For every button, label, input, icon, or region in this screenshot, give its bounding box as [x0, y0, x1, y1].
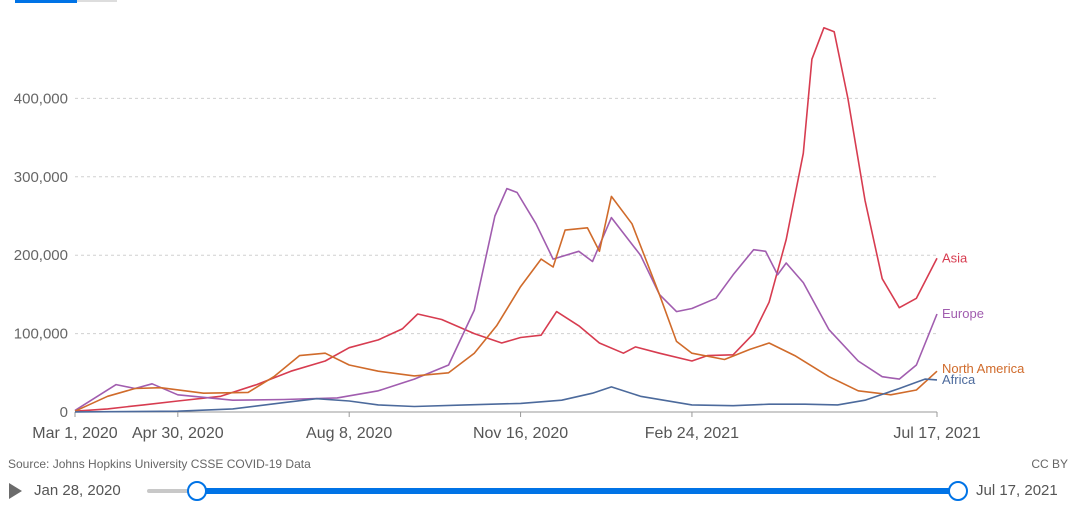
timeline-end-date: Jul 17, 2021 — [976, 482, 1058, 499]
tab-indicator[interactable] — [15, 0, 77, 3]
gridlines — [75, 97, 937, 413]
x-tick-label: Nov 16, 2020 — [473, 425, 568, 442]
license-link[interactable]: CC BY — [1031, 457, 1068, 471]
series-label-north-america: North America — [942, 361, 1025, 376]
play-icon[interactable] — [9, 483, 22, 499]
series-label-africa: Africa — [942, 372, 976, 387]
source-note: Source: Johns Hopkins University CSSE CO… — [8, 457, 311, 471]
series-label-asia: Asia — [942, 250, 968, 265]
tab-indicator-secondary[interactable] — [77, 0, 117, 2]
series-line-north-america — [74, 195, 938, 412]
x-tick-label: Mar 1, 2020 — [32, 425, 117, 442]
series-line-europe — [74, 187, 938, 412]
x-axis-ticks: Mar 1, 2020 Apr 30, 2020 Aug 8, 2020 Nov 16… — [32, 412, 981, 442]
y-tick-label: 100,000 — [14, 326, 68, 343]
x-tick-label: Apr 30, 2020 — [132, 425, 224, 442]
series-label-europe: Europe — [942, 306, 984, 321]
slider-end-handle[interactable] — [948, 481, 968, 501]
x-tick-label: Feb 24, 2021 — [645, 425, 739, 442]
y-tick-label: 400,000 — [14, 90, 68, 107]
line-chart: 0 100,000 200,000 300,000 400,000 Mar 1, 202… — [14, 26, 1025, 442]
x-tick-label: Aug 8, 2020 — [306, 425, 392, 442]
timeline-slider: Jan 28, 2020 Jul 17, 2021 — [0, 478, 1080, 508]
series-line-asia — [74, 26, 938, 412]
y-tick-label: 300,000 — [14, 169, 68, 186]
y-tick-label: 200,000 — [14, 247, 68, 264]
y-axis-ticks: 0 100,000 200,000 300,000 400,000 — [14, 90, 68, 421]
series-line-africa — [74, 378, 938, 413]
slider-start-handle[interactable] — [187, 481, 207, 501]
series-lines — [74, 26, 938, 413]
y-tick-label: 0 — [60, 404, 68, 421]
x-tick-label: Jul 17, 2021 — [893, 425, 980, 442]
timeline-start-date: Jan 28, 2020 — [34, 482, 121, 499]
slider-selected-range[interactable] — [197, 488, 958, 494]
